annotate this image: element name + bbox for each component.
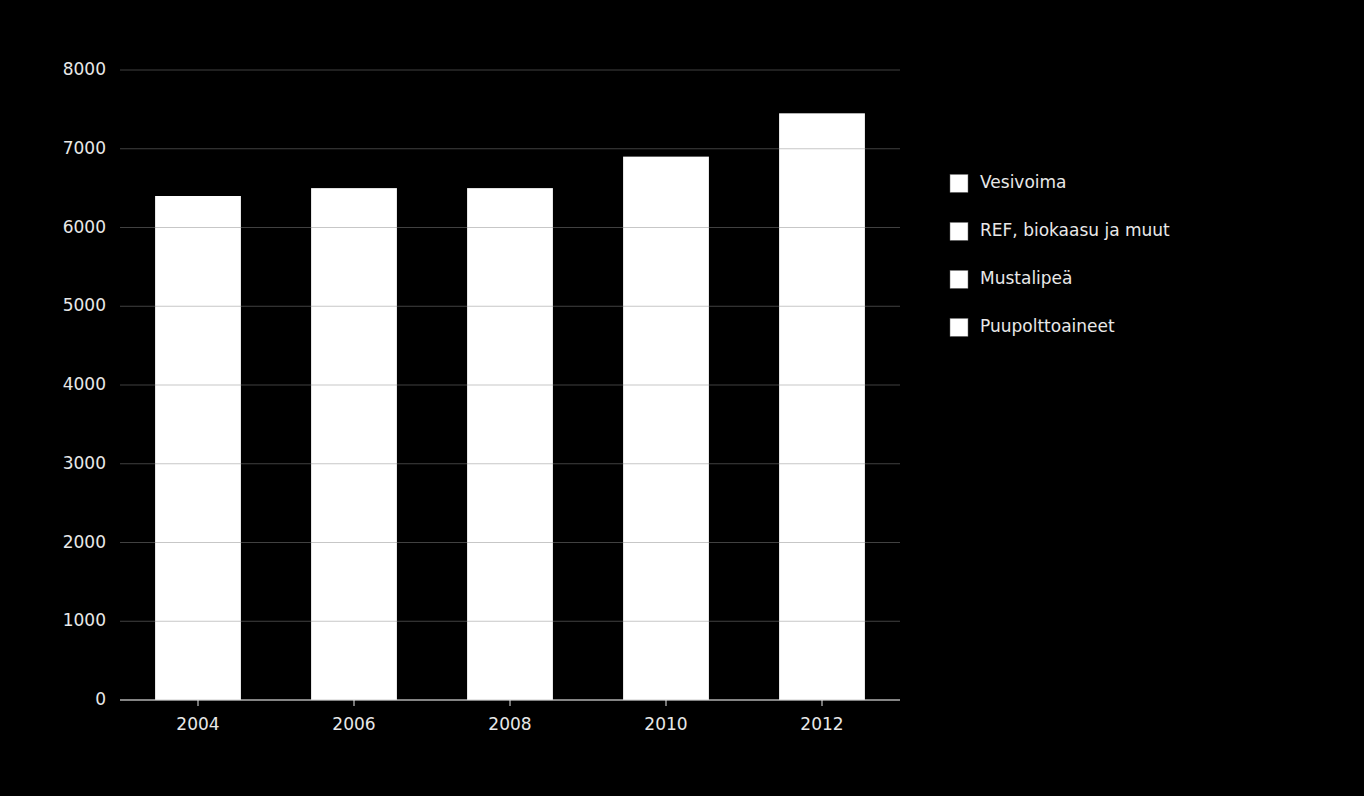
- x-axis: 2004 2006 2008 2010 2012: [120, 700, 900, 734]
- grid-line: [120, 70, 900, 71]
- y-tick-label: 4000: [63, 374, 106, 394]
- legend-swatch: [950, 318, 968, 336]
- x-tick-label: 2010: [644, 714, 687, 734]
- x-tick: [510, 700, 511, 706]
- x-tick: [198, 700, 199, 706]
- bar: [779, 113, 865, 700]
- bar: [311, 188, 397, 700]
- grid-line: [120, 148, 900, 149]
- legend-swatch: [950, 270, 968, 288]
- y-tick-label: 5000: [63, 295, 106, 315]
- background: [0, 0, 1364, 796]
- grid-line: [120, 463, 900, 464]
- chart: 0100020003000400050006000700080002004200…: [0, 0, 1364, 796]
- legend-label: Puupolttoaineet: [980, 316, 1115, 336]
- x-tick: [822, 700, 823, 706]
- grid-line: [120, 385, 900, 386]
- grid-line: [120, 227, 900, 228]
- y-tick-label: 7000: [63, 138, 106, 158]
- legend-label: REF, biokaasu ja muut: [980, 220, 1170, 240]
- y-tick-label: 8000: [63, 59, 106, 79]
- bar: [467, 188, 553, 700]
- x-tick-label: 2008: [488, 714, 531, 734]
- legend-swatch: [950, 222, 968, 240]
- grid: [120, 70, 900, 700]
- x-tick: [666, 700, 667, 706]
- y-tick-label: 6000: [63, 217, 106, 237]
- legend-label: Vesivoima: [980, 172, 1067, 192]
- bar: [623, 157, 709, 700]
- x-tick-label: 2012: [800, 714, 843, 734]
- y-tick-label: 3000: [63, 453, 106, 473]
- legend: Vesivoima REF, biokaasu ja muut Mustalipeä…: [950, 172, 1170, 336]
- grid-line: [120, 306, 900, 307]
- legend-swatch: [950, 174, 968, 192]
- bars: [155, 113, 865, 700]
- grid-line: [120, 542, 900, 543]
- y-tick-label: 1000: [63, 610, 106, 630]
- y-tick-label: 2000: [63, 532, 106, 552]
- grid-line: [120, 621, 900, 622]
- y-axis: 0 1000 2000 3000 4000 5000 6000 7000 8000: [63, 59, 106, 709]
- x-tick-label: 2006: [332, 714, 375, 734]
- legend-label: Mustalipeä: [980, 268, 1073, 288]
- x-tick-label: 2004: [176, 714, 219, 734]
- x-tick: [354, 700, 355, 706]
- y-tick-label: 0: [95, 689, 106, 709]
- bar: [155, 196, 241, 700]
